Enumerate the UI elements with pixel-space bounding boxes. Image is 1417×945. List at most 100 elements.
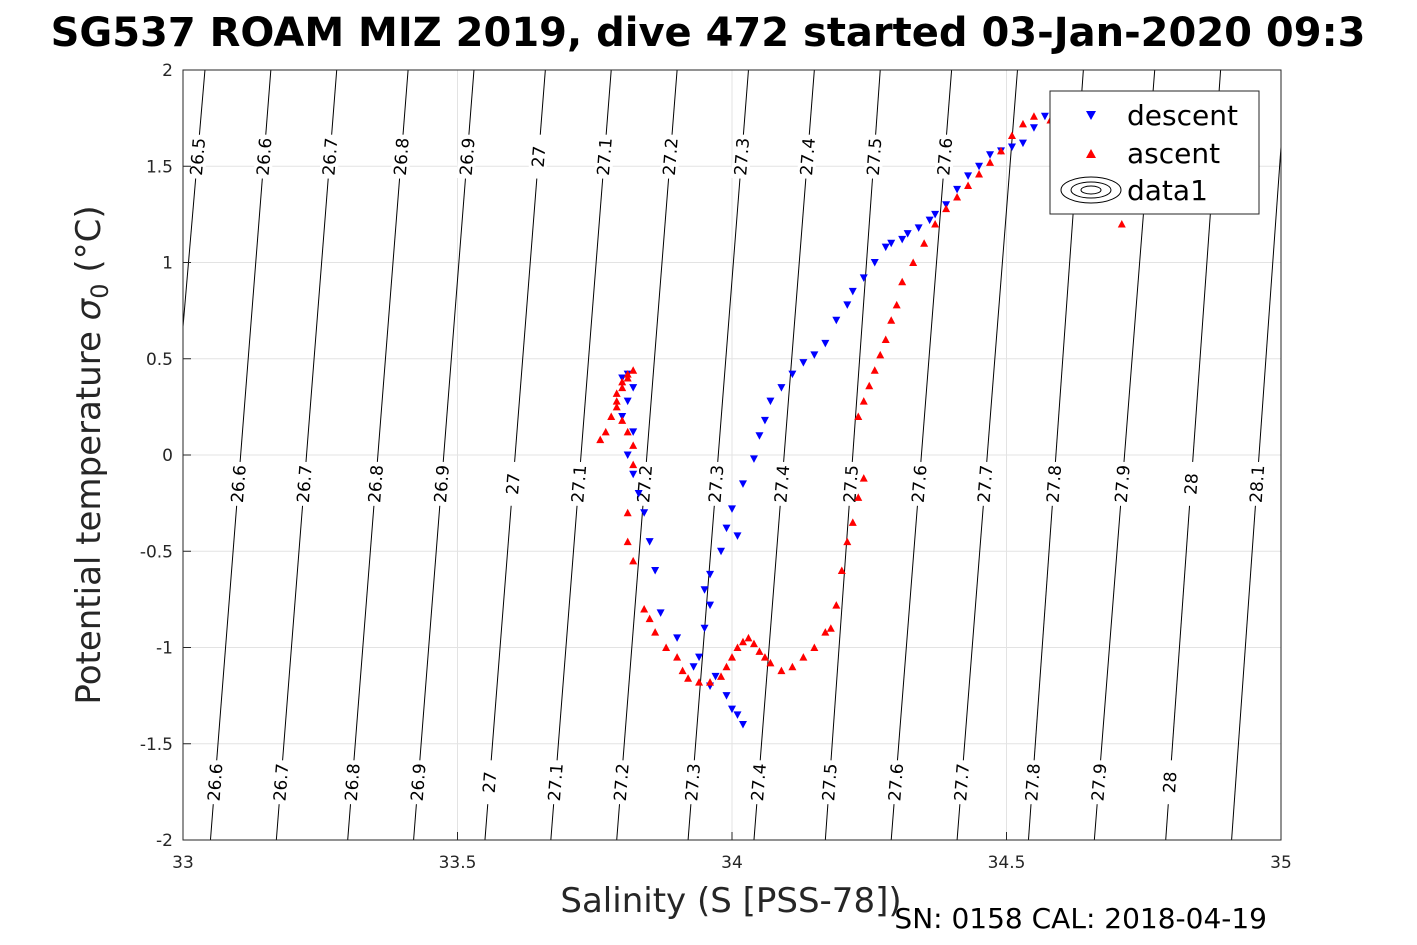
- contour-label-bg: [681, 759, 704, 805]
- ascent-point: [673, 653, 682, 661]
- contour-label-bg: [934, 133, 956, 180]
- contour-label-bg: [1111, 461, 1133, 507]
- contour-label: 27.5: [864, 137, 887, 176]
- descent-point: [722, 692, 731, 700]
- ascent-point: [607, 412, 616, 420]
- contour-label-bg: [253, 133, 275, 180]
- ascent-point: [865, 381, 874, 390]
- descent-point: [634, 490, 643, 498]
- descent-point: [629, 428, 638, 436]
- legend-descent-marker: [1086, 111, 1096, 120]
- contour-label: 27.6: [885, 763, 908, 802]
- descent-point: [848, 287, 857, 296]
- descent-point: [755, 432, 764, 440]
- descent-point: [651, 567, 660, 575]
- descent-point: [711, 672, 720, 681]
- contour-line: [890, 70, 953, 840]
- contour-label-bg: [705, 461, 727, 507]
- contour-label-bg: [502, 461, 524, 507]
- ascent-point: [623, 537, 632, 546]
- descent-point: [821, 339, 830, 348]
- ascent-point: [651, 628, 660, 636]
- ascent-point: [722, 662, 731, 671]
- descent-point: [733, 532, 742, 540]
- contour-label: 26.9: [431, 464, 454, 503]
- grid-lines: [183, 70, 1281, 840]
- ascent-point: [706, 678, 715, 686]
- descent-point: [925, 216, 934, 225]
- ascent-point: [645, 614, 654, 623]
- ascent-point: [612, 389, 621, 397]
- contour-label-bg: [364, 461, 387, 507]
- descent-point: [887, 239, 896, 248]
- contour-label-bg: [610, 759, 632, 805]
- chart-title: SG537 ROAM MIZ 2019, dive 472 started 03…: [51, 10, 1366, 56]
- descent-point: [766, 397, 775, 406]
- y-tick-label: 1: [162, 254, 173, 274]
- ascent-point: [623, 427, 632, 436]
- ascent-point: [854, 412, 863, 420]
- contour-label-bg: [747, 759, 770, 805]
- ascent-point: [1029, 112, 1038, 120]
- ascent-point: [640, 605, 649, 613]
- contour-line: [183, 70, 206, 333]
- descent-point: [717, 547, 726, 556]
- contour-line: [616, 70, 678, 840]
- descent-point: [629, 470, 638, 479]
- contour-label-bg: [527, 133, 550, 180]
- ascent-point: [744, 633, 753, 642]
- y-axis-ticks: -2 -1.5 -1 -0.5 0 0.5 1 1.5 2: [140, 61, 191, 851]
- contour-label: 27.1: [594, 137, 617, 176]
- contour-label: 27.6: [909, 464, 932, 503]
- ascent-point: [749, 639, 758, 648]
- ascent-point: [1117, 220, 1126, 228]
- ascent-point: [859, 474, 868, 482]
- contour-label: 27.3: [682, 763, 705, 802]
- y-tick-label: 0.5: [146, 350, 173, 370]
- descent-point: [975, 162, 984, 171]
- ascent-point: [810, 643, 819, 651]
- ascent-point: [760, 653, 769, 661]
- legend: descent ascent data1: [1049, 90, 1260, 215]
- contour-line: [956, 70, 1018, 840]
- ascent-point: [821, 628, 830, 636]
- descent-point: [1029, 124, 1038, 132]
- ascent-point: [837, 566, 846, 574]
- ascent-point: [695, 678, 704, 686]
- descent-point: [728, 505, 736, 513]
- contour-label: 27: [503, 472, 525, 495]
- ascent-point: [601, 427, 610, 436]
- ascent-point: [975, 169, 984, 178]
- contour-line: [347, 70, 409, 840]
- ascent-point: [881, 335, 890, 343]
- calibration-footer: SN: 0158 CAL: 2018-04-19: [894, 902, 1267, 935]
- descent-point: [832, 316, 841, 325]
- contour-label: 26.8: [391, 137, 414, 176]
- contour-label: 26.7: [319, 137, 342, 176]
- ascent-point: [942, 204, 951, 213]
- contour-line: [484, 70, 546, 840]
- ascent-point: [629, 366, 638, 374]
- contour-label-bg: [204, 759, 226, 805]
- ascent-point: [629, 460, 638, 469]
- contour-label-bg: [456, 133, 478, 180]
- descent-point: [903, 230, 912, 238]
- descent-point: [810, 351, 819, 359]
- descent-point: [799, 359, 808, 367]
- ascent-point: [738, 637, 747, 646]
- descent-point: [749, 455, 758, 463]
- contour-label: 27.1: [545, 763, 568, 802]
- descent-point: [788, 370, 797, 379]
- ascent-point: [618, 416, 627, 424]
- ascent-point: [986, 158, 995, 166]
- contour-label-bg: [478, 759, 501, 805]
- contour-label: 27.1: [568, 464, 591, 503]
- contour-label-bg: [863, 134, 885, 180]
- contour-label: 27.4: [771, 464, 794, 503]
- descent-point: [914, 224, 923, 232]
- ascent-point: [843, 537, 852, 546]
- contour-label: 27.2: [611, 763, 634, 802]
- y-tick-label: -0.5: [140, 542, 173, 562]
- descent-point: [931, 210, 940, 219]
- contour-label: 26.9: [457, 137, 480, 176]
